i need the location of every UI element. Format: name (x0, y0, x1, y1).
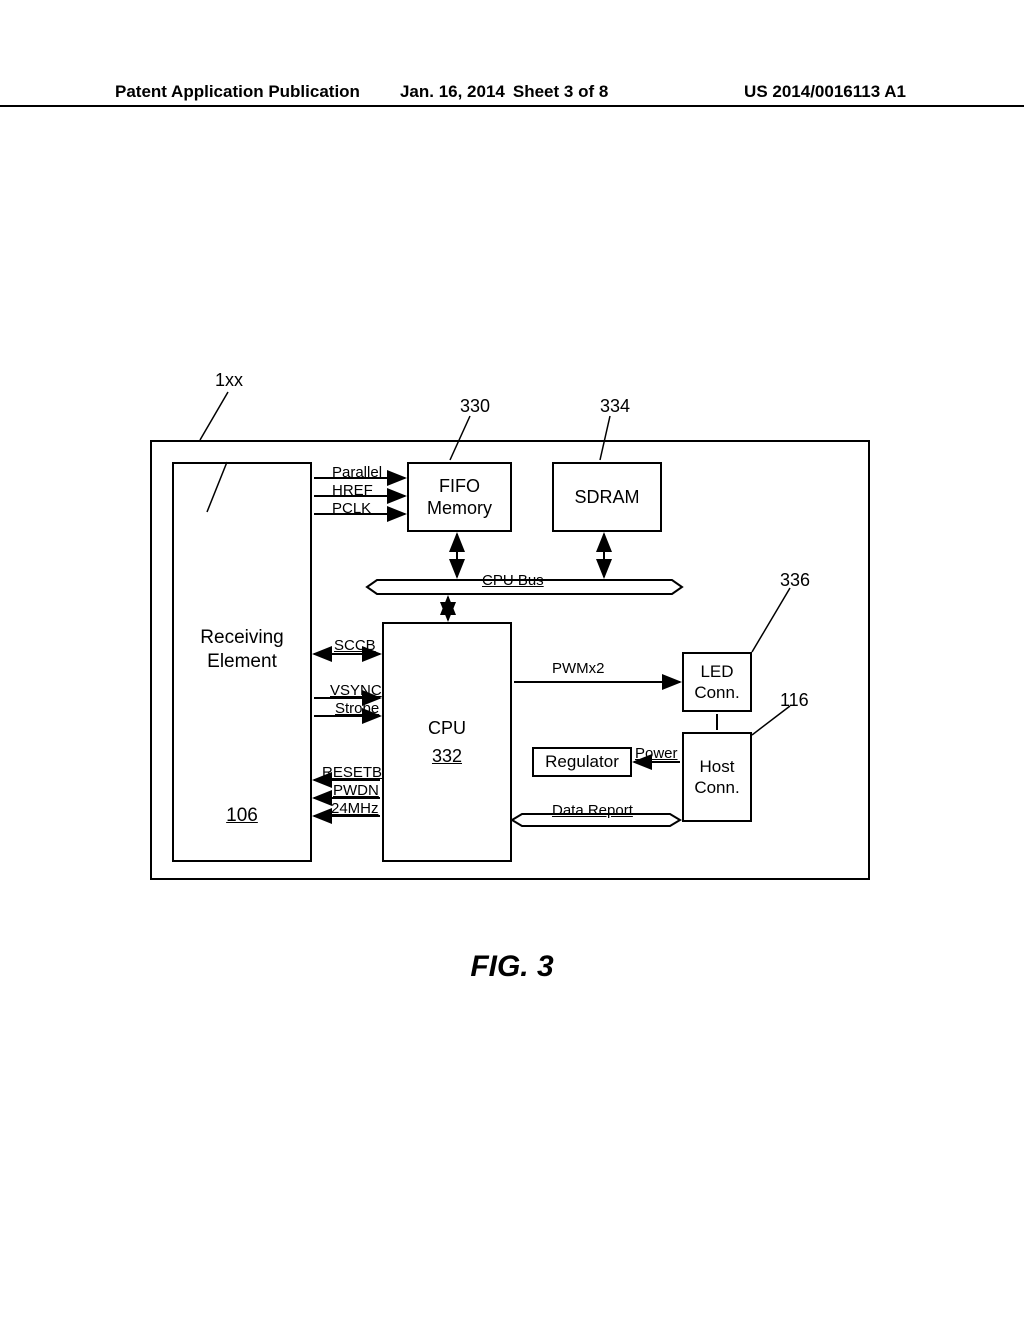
header-row: Patent Application Publication Jan. 16, … (0, 82, 1024, 102)
figure-caption: FIG. 3 (0, 950, 1024, 984)
sheet-number: Sheet 3 of 8 (513, 82, 608, 102)
publication-number: US 2014/0016113 A1 (744, 82, 906, 102)
patent-page: Patent Application Publication Jan. 16, … (0, 0, 1024, 1320)
ref-leader-lines (150, 370, 870, 900)
publication-type: Patent Application Publication (115, 82, 360, 102)
page-header: Patent Application Publication Jan. 16, … (0, 82, 1024, 107)
publication-date: Jan. 16, 2014 (400, 82, 505, 102)
block-diagram: 1xx 330 334 336 116 Receiving Element 10… (150, 370, 870, 900)
